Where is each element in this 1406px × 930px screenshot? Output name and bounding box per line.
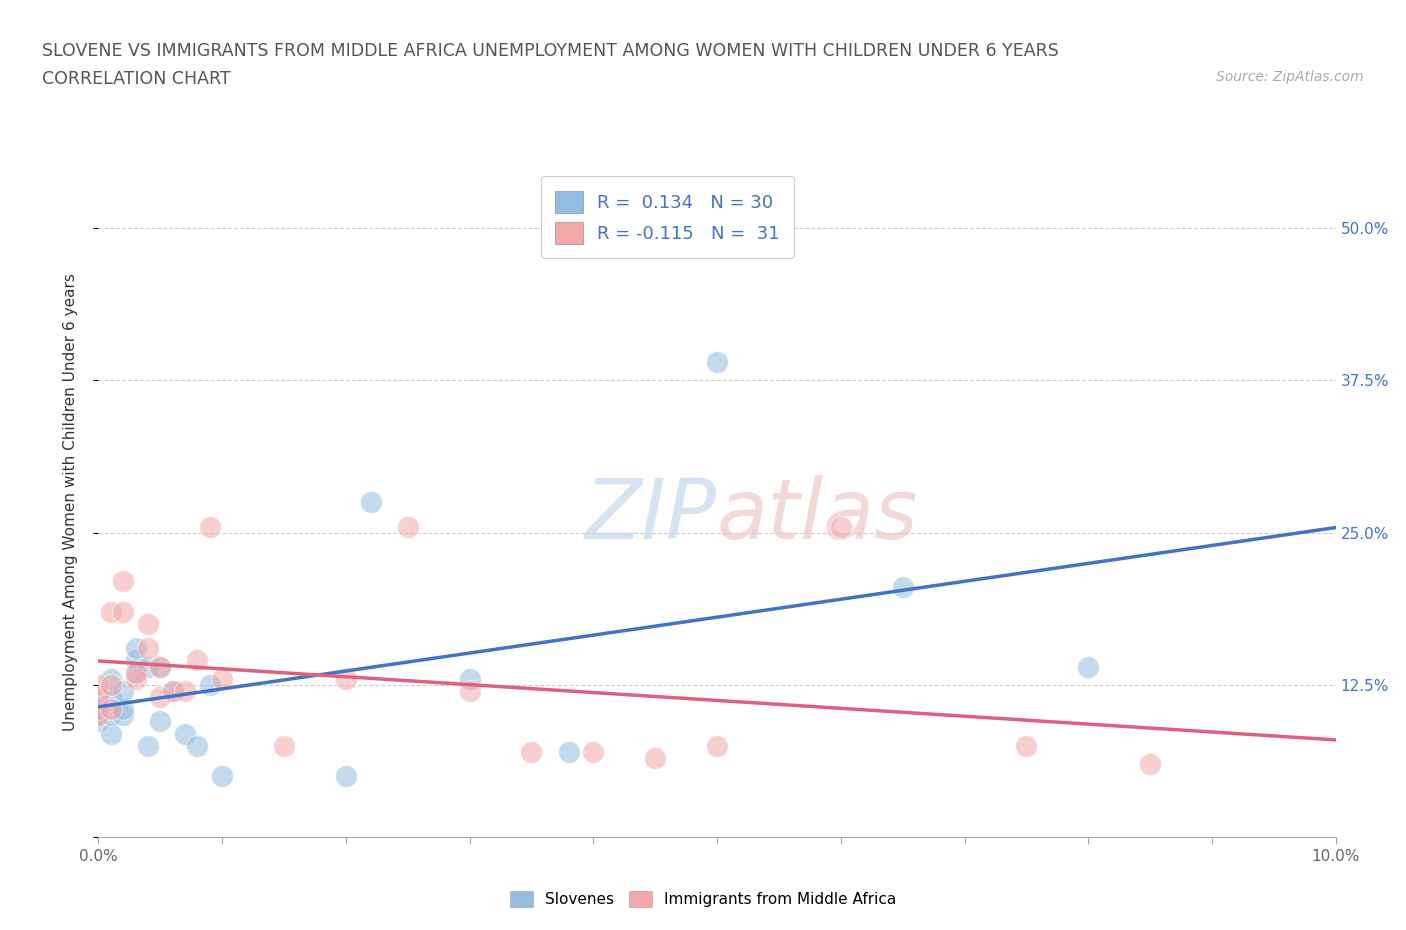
- Point: [458, 684, 481, 698]
- Point: [198, 519, 221, 534]
- Point: [87, 708, 110, 723]
- Point: [335, 769, 357, 784]
- Point: [211, 769, 233, 784]
- Point: [87, 689, 110, 704]
- Point: [1139, 756, 1161, 771]
- Point: [100, 689, 122, 704]
- Point: [360, 495, 382, 510]
- Point: [112, 604, 135, 619]
- Text: ZIP: ZIP: [585, 475, 717, 556]
- Point: [273, 738, 295, 753]
- Point: [891, 580, 914, 595]
- Point: [100, 726, 122, 741]
- Point: [706, 354, 728, 369]
- Point: [124, 665, 146, 680]
- Point: [1077, 659, 1099, 674]
- Point: [557, 744, 579, 759]
- Point: [100, 702, 122, 717]
- Point: [87, 702, 110, 717]
- Point: [198, 677, 221, 692]
- Point: [211, 671, 233, 686]
- Point: [174, 684, 197, 698]
- Point: [87, 702, 110, 717]
- Point: [582, 744, 605, 759]
- Y-axis label: Unemployment Among Women with Children Under 6 years: Unemployment Among Women with Children U…: [63, 273, 77, 731]
- Point: [100, 708, 122, 723]
- Point: [124, 665, 146, 680]
- Point: [644, 751, 666, 765]
- Point: [174, 726, 197, 741]
- Point: [112, 684, 135, 698]
- Point: [149, 714, 172, 729]
- Point: [186, 738, 208, 753]
- Point: [136, 617, 159, 631]
- Point: [87, 677, 110, 692]
- Text: Source: ZipAtlas.com: Source: ZipAtlas.com: [1216, 70, 1364, 84]
- Point: [124, 653, 146, 668]
- Point: [136, 659, 159, 674]
- Point: [396, 519, 419, 534]
- Point: [186, 653, 208, 668]
- Point: [149, 659, 172, 674]
- Text: atlas: atlas: [717, 475, 918, 556]
- Point: [136, 641, 159, 656]
- Point: [706, 738, 728, 753]
- Point: [1015, 738, 1038, 753]
- Legend: R =  0.134   N = 30, R = -0.115   N =  31: R = 0.134 N = 30, R = -0.115 N = 31: [541, 177, 794, 259]
- Point: [162, 684, 184, 698]
- Point: [124, 641, 146, 656]
- Point: [162, 684, 184, 698]
- Point: [458, 671, 481, 686]
- Point: [149, 659, 172, 674]
- Text: SLOVENE VS IMMIGRANTS FROM MIDDLE AFRICA UNEMPLOYMENT AMONG WOMEN WITH CHILDREN : SLOVENE VS IMMIGRANTS FROM MIDDLE AFRICA…: [42, 42, 1059, 60]
- Point: [124, 671, 146, 686]
- Point: [830, 519, 852, 534]
- Point: [100, 677, 122, 692]
- Point: [100, 671, 122, 686]
- Point: [149, 689, 172, 704]
- Point: [112, 708, 135, 723]
- Point: [87, 689, 110, 704]
- Point: [520, 744, 543, 759]
- Point: [112, 574, 135, 589]
- Text: CORRELATION CHART: CORRELATION CHART: [42, 70, 231, 87]
- Point: [87, 714, 110, 729]
- Point: [136, 738, 159, 753]
- Point: [87, 708, 110, 723]
- Legend: Slovenes, Immigrants from Middle Africa: Slovenes, Immigrants from Middle Africa: [503, 884, 903, 913]
- Point: [100, 604, 122, 619]
- Point: [112, 702, 135, 717]
- Point: [335, 671, 357, 686]
